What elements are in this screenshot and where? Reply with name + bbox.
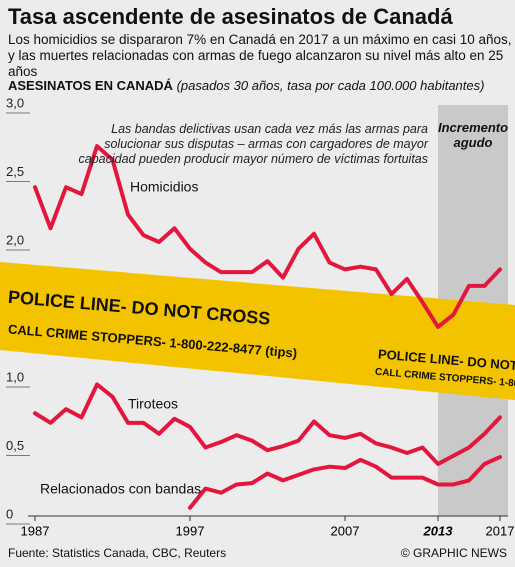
police-tape bbox=[0, 262, 515, 400]
credit: © GRAPHIC NEWS bbox=[400, 546, 507, 560]
series-label: Tiroteos bbox=[128, 396, 178, 412]
x-tick-label: 2007 bbox=[331, 523, 360, 538]
highlight-label: Incremento agudo bbox=[438, 120, 509, 150]
source: Fuente: Statistics Canada, CBC, Reuters bbox=[8, 546, 227, 560]
x-tick-label: 2013 bbox=[423, 523, 454, 538]
y-tick-label: 2,0 bbox=[6, 232, 24, 247]
annotation: Las bandas delictivas usan cada vez más … bbox=[78, 122, 429, 166]
x-tick-label: 1997 bbox=[176, 523, 205, 538]
x-tick-label: 1987 bbox=[21, 523, 50, 538]
axis-title: ASESINATOS EN CANADÁ bbox=[8, 78, 173, 93]
y-tick-label: 0,5 bbox=[6, 438, 24, 453]
line bbox=[33, 382, 502, 466]
y-tick-label: 1,0 bbox=[6, 369, 24, 384]
series-label: Relacionados con bandas bbox=[40, 481, 201, 497]
title: Tasa ascendente de asesinatos de Canadá bbox=[8, 4, 453, 29]
subtitle: Los homicidios se dispararon 7% en Canad… bbox=[8, 32, 512, 79]
y-tick-label: 0 bbox=[6, 506, 13, 521]
line bbox=[188, 455, 502, 510]
axis-note: (pasados 30 años, tasa por cada 100.000 … bbox=[176, 78, 485, 93]
y-tick-label: 3,0 bbox=[6, 95, 24, 110]
series-label: Homicidios bbox=[130, 179, 198, 195]
axis-header: ASESINATOS EN CANADÁ (pasados 30 años, t… bbox=[8, 78, 484, 93]
y-tick-label: 2,5 bbox=[6, 164, 24, 179]
x-tick-label: 2017 bbox=[486, 523, 515, 538]
line bbox=[33, 144, 502, 329]
